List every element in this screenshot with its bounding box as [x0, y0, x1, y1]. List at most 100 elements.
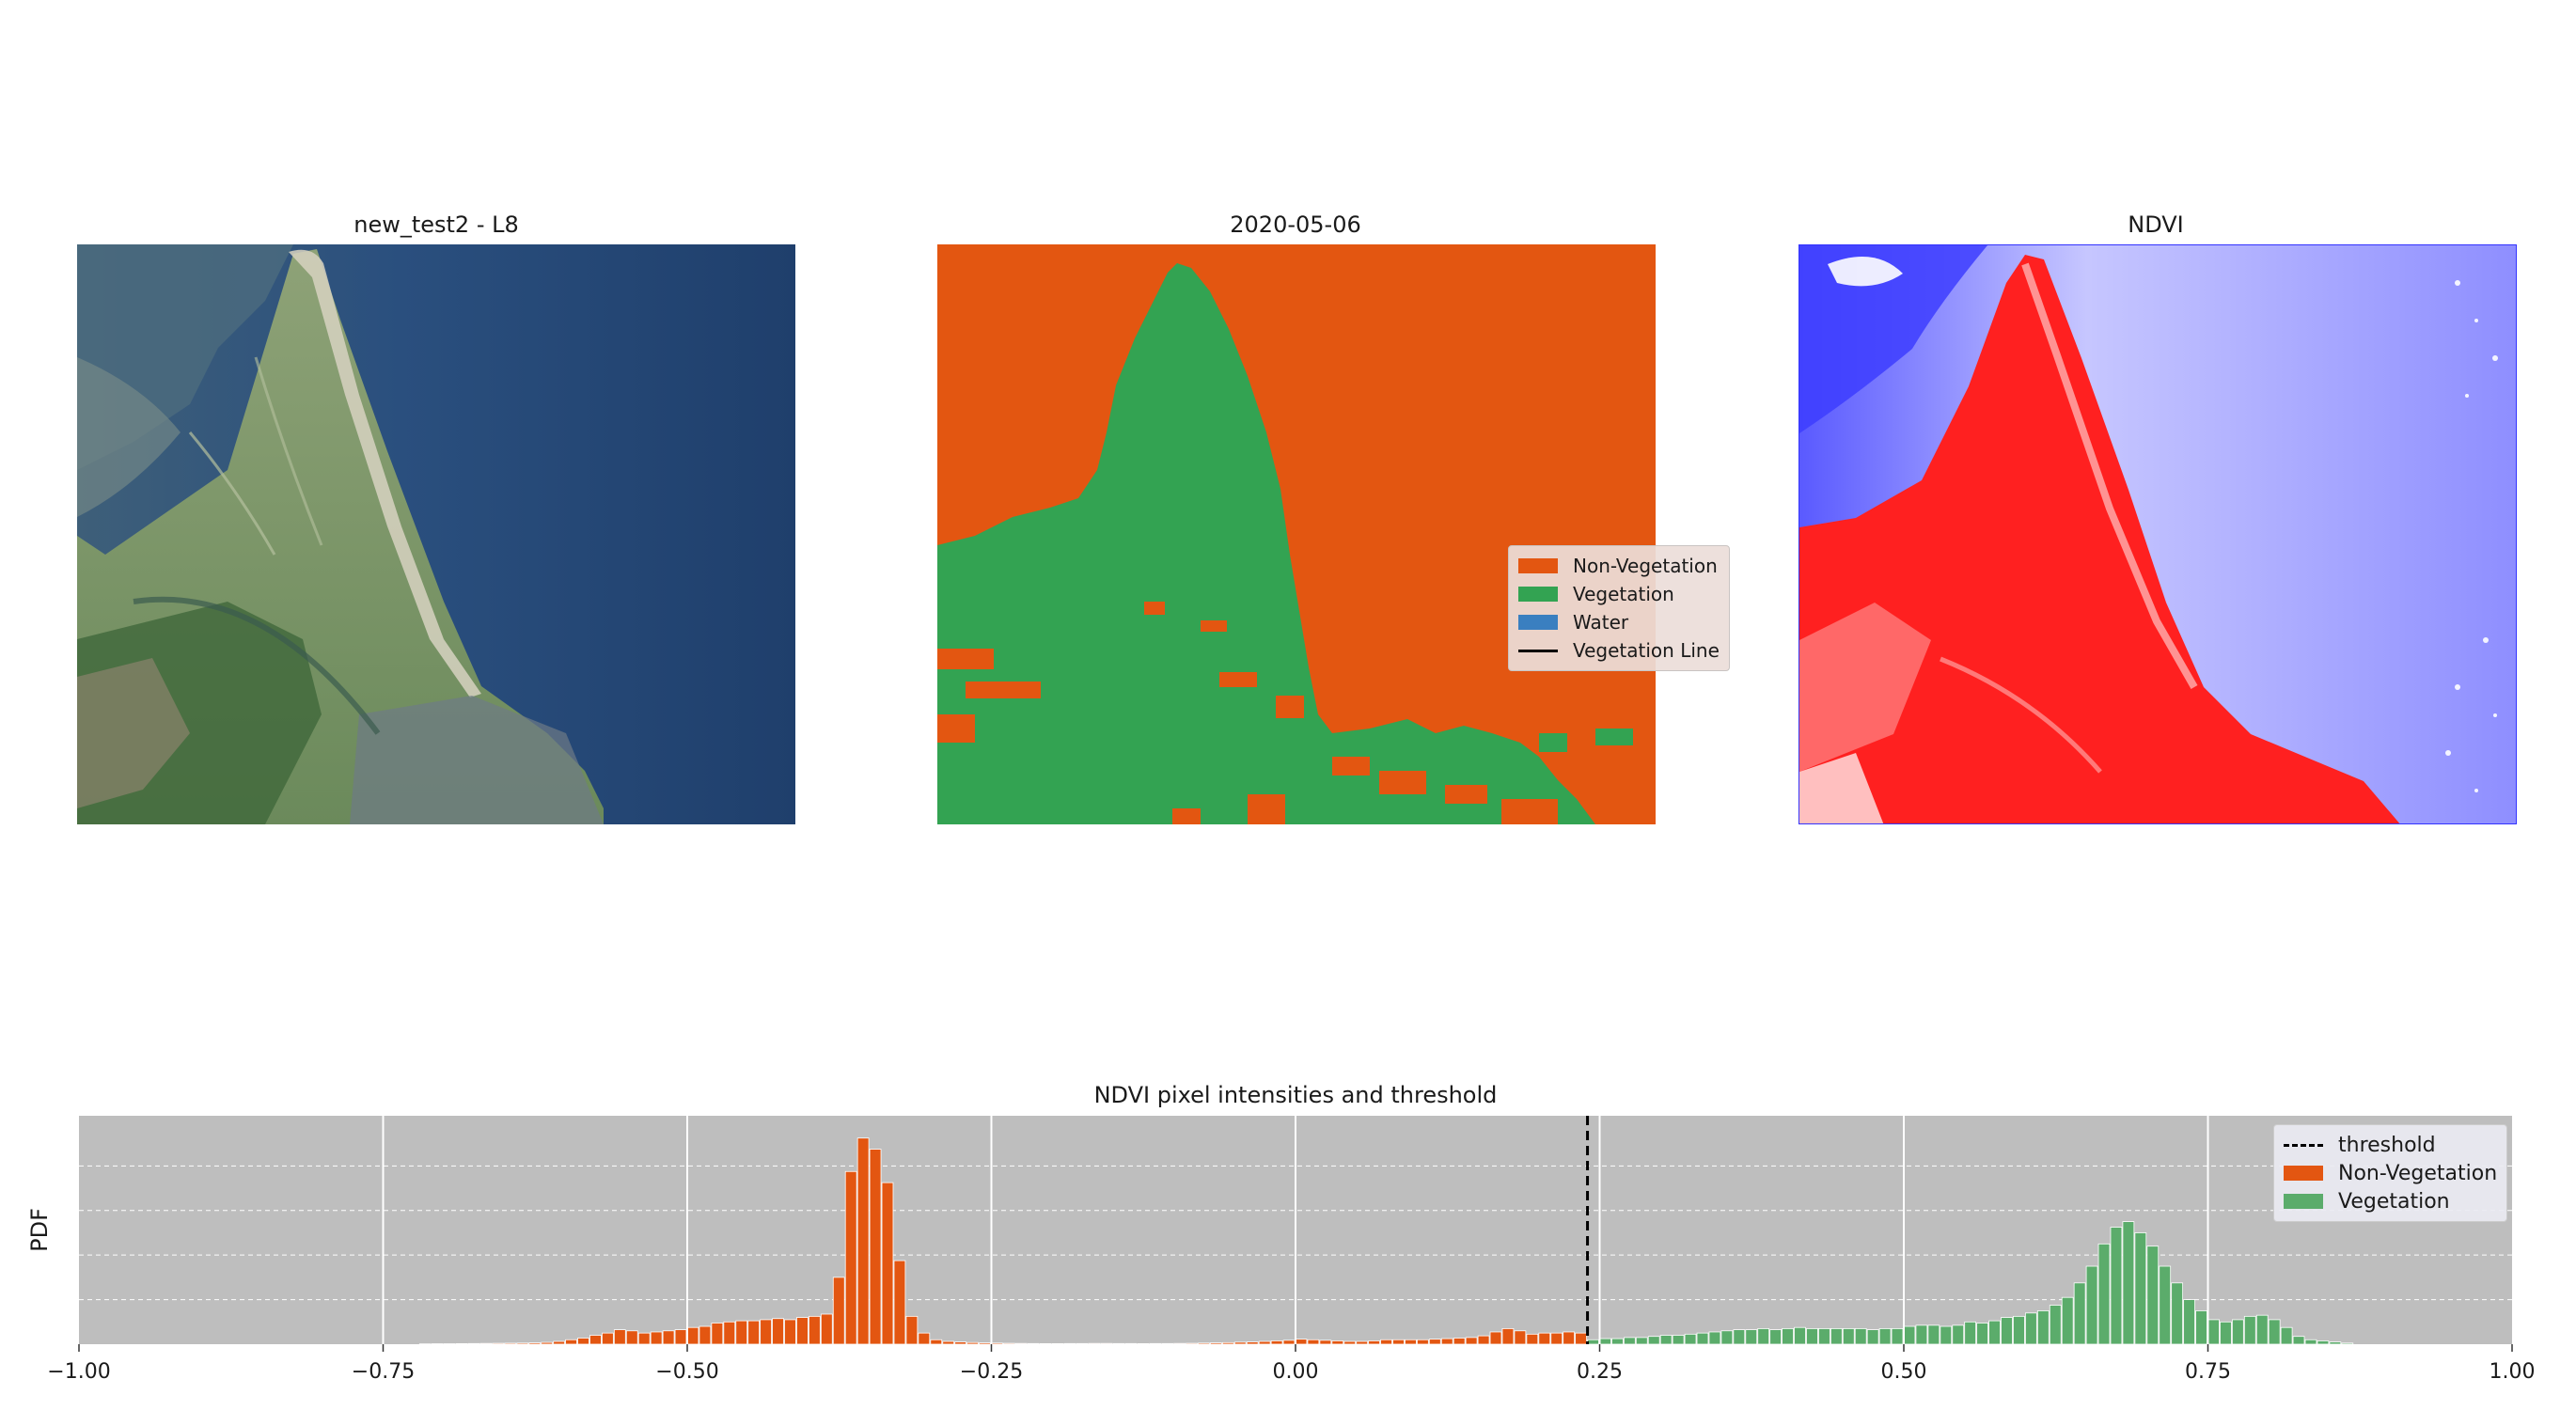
non-vegetation-bar — [1137, 1343, 1150, 1345]
non-vegetation-bar — [1514, 1330, 1527, 1345]
vegetation-bar — [2061, 1296, 2074, 1345]
vegetation-bar — [1964, 1321, 1977, 1345]
vegetation-bar — [2146, 1246, 2160, 1345]
legend-item-non-vegetation-hist: Non-Vegetation — [2284, 1159, 2497, 1187]
x-tick-label: −0.75 — [352, 1360, 415, 1384]
non-vegetation-bar — [930, 1339, 943, 1345]
non-vegetation-bar — [747, 1320, 761, 1345]
vegetation-bar — [1733, 1329, 1746, 1345]
histogram-legend: threshold Non-Vegetation Vegetation — [2273, 1124, 2508, 1222]
x-tick-label: 0.75 — [2185, 1360, 2231, 1384]
non-vegetation-bar — [1343, 1340, 1357, 1345]
non-vegetation-bar — [662, 1330, 675, 1345]
non-vegetation-bar — [1453, 1338, 1466, 1345]
non-vegetation-bar — [856, 1137, 870, 1345]
non-vegetation-bar — [796, 1317, 809, 1345]
non-vegetation-bar — [820, 1313, 833, 1345]
classification-legend: Non-Vegetation Vegetation Water Vegetati… — [1508, 545, 1730, 671]
vegetation-bar — [2134, 1232, 2147, 1345]
non-vegetation-bar — [479, 1342, 493, 1345]
vegetation-bar — [2171, 1282, 2184, 1345]
non-vegetation-bar — [650, 1331, 663, 1345]
non-vegetation-bar — [991, 1342, 1003, 1345]
non-vegetation-bar — [966, 1341, 979, 1345]
non-vegetation-bar — [1003, 1342, 1015, 1345]
x-tick-label: −0.25 — [960, 1360, 1023, 1384]
vegetation-bar — [2085, 1265, 2098, 1345]
vegetation-bar — [2195, 1310, 2207, 1345]
non-vegetation-bar — [1563, 1331, 1576, 1345]
vegetation-bar — [1818, 1328, 1830, 1345]
legend-label: Vegetation — [1573, 583, 1674, 605]
vegetation-bar — [2220, 1321, 2232, 1345]
non-vegetation-bar — [699, 1325, 712, 1345]
non-vegetation-bar — [1307, 1339, 1320, 1345]
legend-label: Non-Vegetation — [2338, 1161, 2498, 1185]
non-vegetation-bar — [455, 1343, 468, 1345]
non-vegetation-bar — [1112, 1342, 1125, 1345]
vegetation-bar — [2317, 1340, 2330, 1345]
vegetation-swatch — [1518, 587, 1558, 602]
non-vegetation-bar — [1088, 1342, 1101, 1345]
vegetation-bar — [2231, 1319, 2244, 1345]
vegetation-bar — [2280, 1326, 2293, 1345]
non-vegetation-bar — [1100, 1342, 1113, 1345]
vegetation-bar — [1599, 1338, 1611, 1345]
non-vegetation-bar — [1489, 1331, 1502, 1345]
legend-item-water: Water — [1518, 608, 1720, 636]
non-vegetation-bar — [1198, 1342, 1210, 1345]
non-vegetation-bar — [613, 1329, 626, 1345]
non-vegetation-bar — [844, 1170, 857, 1345]
vegetation-bar — [1842, 1328, 1855, 1345]
vegetation-bar — [1623, 1337, 1636, 1345]
vegetation-bar — [1708, 1331, 1721, 1345]
vegetation-bar — [2049, 1305, 2062, 1345]
vegetation-bar — [1854, 1328, 1867, 1345]
vegetation-bar — [1635, 1337, 1648, 1345]
non-vegetation-bar — [1270, 1340, 1283, 1345]
non-vegetation-bar — [1380, 1339, 1392, 1345]
non-vegetation-bar — [1027, 1342, 1040, 1345]
vegetation-bar — [1745, 1329, 1758, 1345]
non-vegetation-bar — [589, 1335, 602, 1345]
non-vegetation-hist-swatch — [2284, 1166, 2323, 1181]
x-tick-label: −1.00 — [47, 1360, 110, 1384]
non-vegetation-bar — [504, 1342, 517, 1345]
non-vegetation-bar — [637, 1332, 651, 1345]
non-vegetation-bar — [1428, 1339, 1441, 1345]
vegetation-bar — [1830, 1328, 1843, 1345]
non-vegetation-bar — [528, 1342, 542, 1345]
non-vegetation-bar — [979, 1342, 991, 1345]
vegetation-bar — [2207, 1319, 2220, 1345]
vegetation-bar — [2036, 1310, 2050, 1345]
vegetation-bar — [2122, 1221, 2135, 1345]
vegetation-bar — [2159, 1265, 2172, 1345]
vegetation-bar — [2024, 1312, 2037, 1345]
legend-item-vegetation-line: Vegetation Line — [1518, 636, 1720, 665]
water-swatch — [1518, 615, 1558, 630]
non-vegetation-bar — [1417, 1339, 1429, 1345]
vegetation-bar — [2341, 1342, 2354, 1345]
vegetation-bar — [1988, 1320, 2001, 1345]
histogram-y-axis-label: PDF — [26, 1208, 53, 1252]
vegetation-bar — [1927, 1324, 1940, 1345]
non-vegetation-bar — [918, 1332, 931, 1345]
legend-label: Vegetation Line — [1573, 639, 1720, 662]
vegetation-bar — [2268, 1319, 2281, 1345]
vegetation-line-swatch — [1518, 649, 1558, 652]
non-vegetation-bar — [1221, 1341, 1234, 1345]
non-vegetation-bar — [772, 1318, 784, 1345]
vegetation-bar — [2001, 1317, 2013, 1345]
non-vegetation-bar — [1477, 1335, 1490, 1345]
non-vegetation-bar — [1246, 1341, 1259, 1345]
non-vegetation-bar — [553, 1340, 565, 1345]
non-vegetation-bar — [832, 1277, 845, 1345]
non-vegetation-bar — [1319, 1340, 1332, 1345]
legend-item-threshold: threshold — [2284, 1131, 2497, 1159]
vegetation-bar — [2255, 1314, 2269, 1345]
non-vegetation-bar — [492, 1342, 505, 1345]
non-vegetation-bar — [735, 1320, 748, 1345]
vegetation-bar — [2073, 1282, 2086, 1345]
vegetation-bar — [1952, 1324, 1965, 1345]
